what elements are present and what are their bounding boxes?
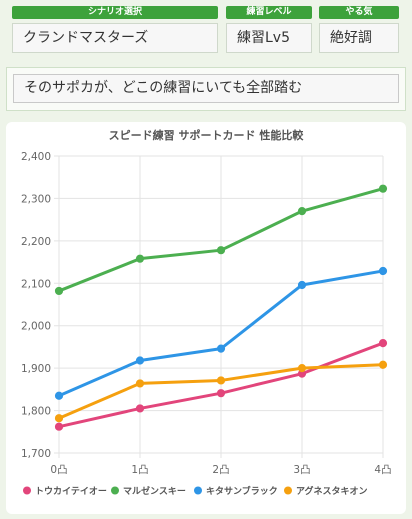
x-tick-label: 0凸: [50, 464, 67, 476]
legend-marker: [23, 486, 31, 495]
legend-marker: [284, 486, 292, 495]
data-point: [135, 379, 145, 388]
data-point: [378, 266, 388, 276]
data-point: [135, 356, 145, 365]
data-point: [216, 389, 226, 398]
motivation-header: やる気: [319, 6, 399, 19]
data-point: [216, 376, 226, 385]
x-tick-label: 3凸: [293, 464, 310, 476]
data-point: [135, 254, 145, 263]
data-point: [216, 246, 226, 255]
legend-marker: [194, 486, 202, 495]
y-tick-label: 2,100: [21, 278, 51, 290]
data-point: [54, 414, 64, 423]
level-select[interactable]: 練習Lv5: [226, 23, 312, 53]
y-tick-label: 2,300: [21, 193, 51, 205]
level-header: 練習レベル: [226, 6, 312, 19]
legend-marker: [111, 486, 119, 495]
data-point: [297, 364, 307, 373]
data-point: [54, 286, 64, 296]
data-point: [378, 184, 388, 193]
x-tick-label: 1凸: [131, 464, 148, 476]
data-point: [297, 280, 307, 290]
y-tick-label: 2,400: [21, 151, 51, 163]
x-tick-label: 4凸: [374, 464, 391, 476]
y-tick-label: 2,200: [21, 236, 51, 248]
legend-label: マルゼンスキー: [123, 485, 186, 497]
motivation-select[interactable]: 絶好調: [319, 23, 399, 53]
condition-select[interactable]: そのサポカが、どこの練習にいても全部踏む: [13, 74, 399, 103]
scenario-select[interactable]: クランドマスターズ: [12, 23, 218, 53]
data-point: [54, 391, 64, 400]
data-point: [378, 339, 388, 348]
data-point: [135, 404, 145, 413]
chart-card: スピード練習 サポートカード 性能比較 1,700 1,800 1,900 2,000 2…: [6, 122, 406, 514]
scenario-header: シナリオ選択: [12, 6, 218, 19]
y-tick-label: 1,700: [21, 448, 51, 460]
y-tick-label: 1,800: [21, 406, 51, 418]
legend-label: キタサンブラック: [206, 485, 278, 497]
y-tick-label: 1,900: [21, 363, 51, 375]
legend-label: アグネスタキオン: [296, 485, 368, 497]
data-point: [297, 207, 307, 216]
chart-title: スピード練習 サポートカード 性能比較: [109, 128, 305, 142]
line-chart: スピード練習 サポートカード 性能比較 1,700 1,800 1,900 2,000 2…: [21, 128, 392, 497]
x-tick-label: 2凸: [212, 464, 229, 476]
data-point: [216, 344, 226, 353]
legend-label: トウカイテイオー: [35, 486, 107, 497]
y-tick-label: 2,000: [21, 321, 51, 333]
data-point: [378, 360, 388, 369]
data-point: [54, 422, 64, 431]
